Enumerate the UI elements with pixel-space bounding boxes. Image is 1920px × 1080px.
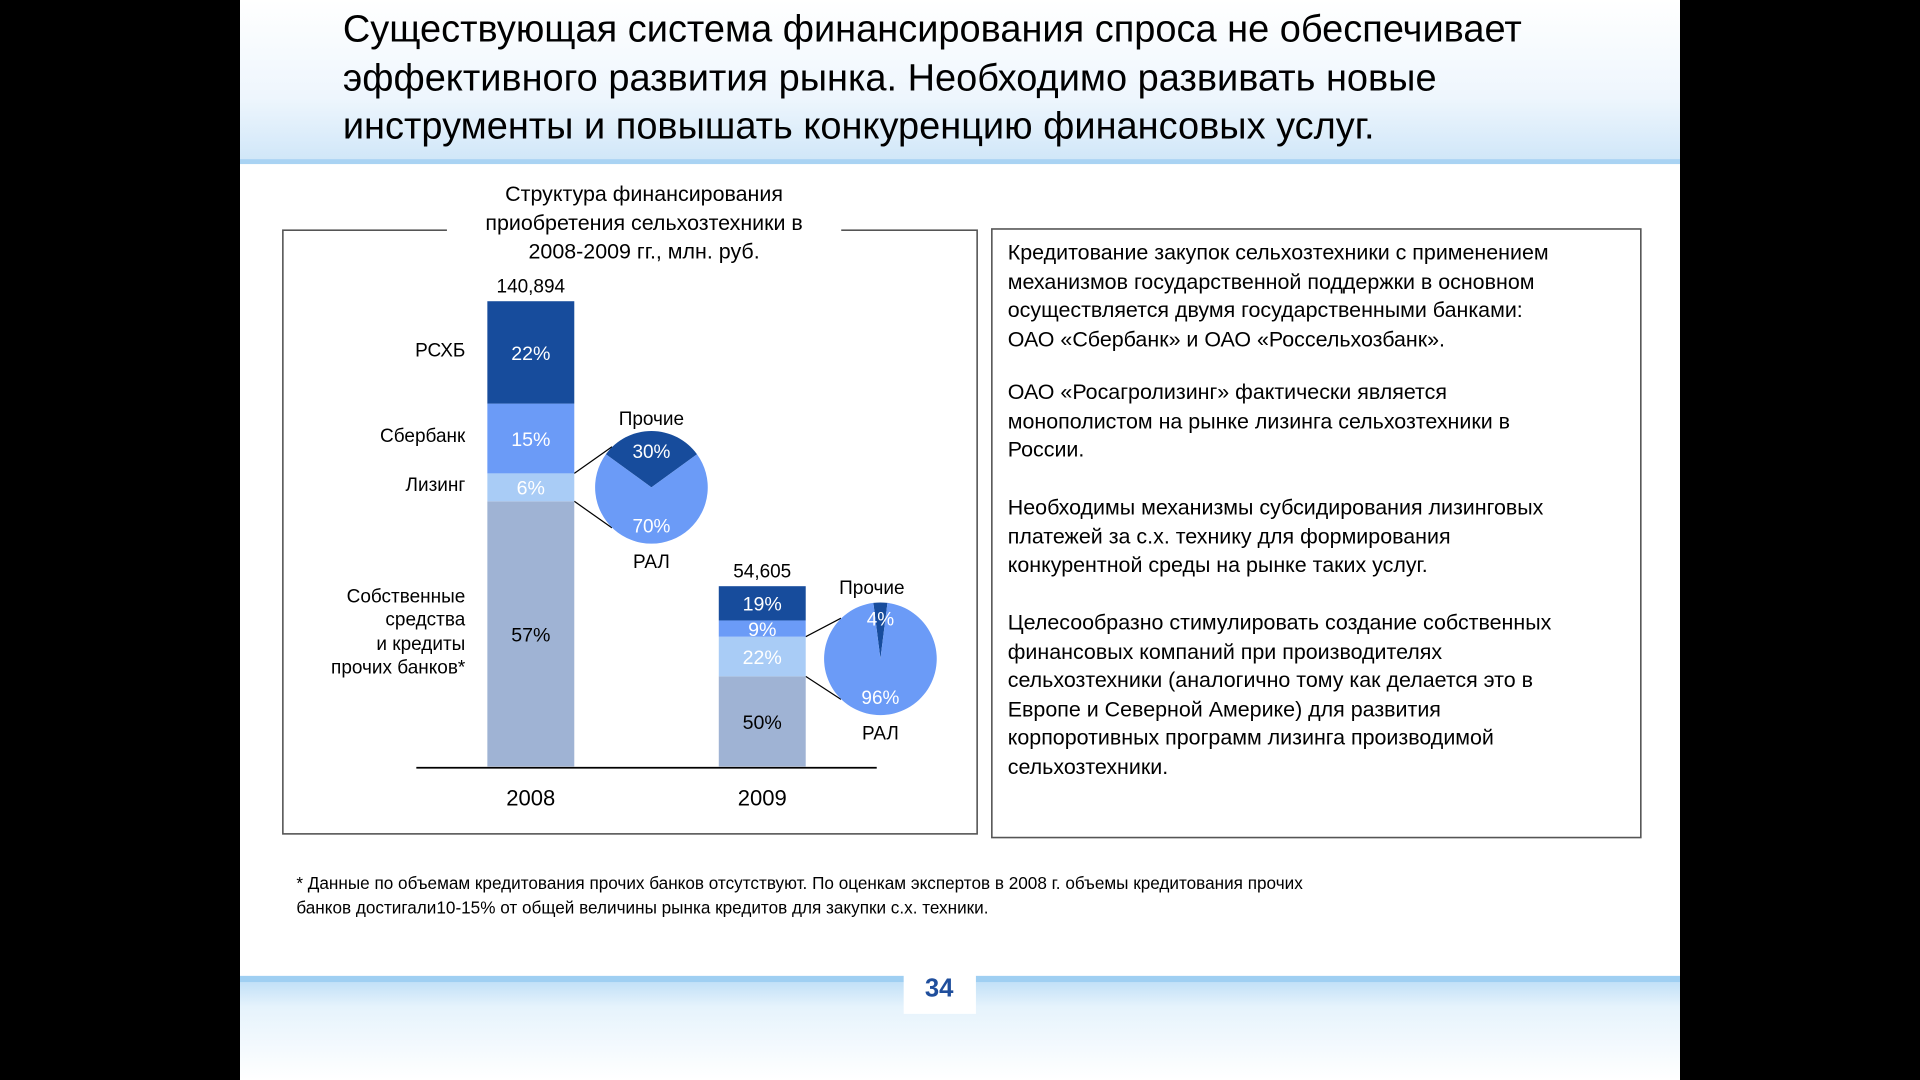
- paragraph-box: Кредитование закупок сельхозтехники с пр…: [1007, 240, 1549, 352]
- chart-title-box: Структура финансирования приобретения се…: [485, 181, 803, 264]
- connector: [573, 500, 613, 529]
- title-rule: [240, 159, 1680, 165]
- paragraph-box: Целесообразно стимулировать создание соб…: [1007, 609, 1552, 779]
- total-label: 54,605: [733, 562, 791, 583]
- bar-segment: [718, 636, 806, 677]
- paragraph: Кредитование закупок сельхозтехники с пр…: [1007, 240, 1549, 352]
- legend-label-box: Собственные средства и кредиты прочих ба…: [331, 586, 466, 679]
- segment-label: 22%: [511, 343, 550, 365]
- text-box: Кредитование закупок сельхозтехники с пр…: [1007, 240, 1552, 779]
- text-box-frame: [991, 228, 1642, 839]
- pie-value-label: 30%: [632, 442, 670, 463]
- pie-slice: [824, 602, 937, 716]
- paragraph: Целесообразно стимулировать создание соб…: [1007, 609, 1552, 779]
- page-number: 34: [925, 975, 954, 1003]
- segment-label: 50%: [743, 712, 782, 734]
- pie-category: Прочие: [619, 409, 684, 430]
- slide-title-box: Существующая система финансирования спро…: [342, 7, 1522, 147]
- segment-label: 22%: [743, 647, 782, 669]
- pie-category: Прочие: [839, 578, 904, 599]
- paragraph-box: ОАО «Росагролизинг» фактически является …: [1007, 379, 1511, 462]
- bar-segment: [487, 301, 575, 404]
- bar-segment: [487, 473, 575, 502]
- legend-label: РСХБ: [415, 340, 466, 362]
- pie-category: РАЛ: [862, 724, 899, 745]
- chart-title: Структура финансирования приобретения се…: [485, 181, 803, 264]
- page-number-box: [903, 961, 976, 1014]
- total-label: 140,894: [497, 277, 566, 298]
- connector: [805, 675, 842, 700]
- segment-label: 15%: [511, 429, 550, 451]
- pie-slice: [595, 454, 708, 544]
- legend-label: Сбербанк: [380, 426, 466, 448]
- segment-label: 6%: [517, 478, 545, 500]
- bar-segment: [487, 501, 575, 767]
- connector: [805, 617, 842, 638]
- bar-segment: [718, 620, 806, 637]
- pie-value-label: 70%: [632, 517, 670, 538]
- legend-label: Собственные средства и кредиты прочих ба…: [331, 586, 466, 679]
- connector: [573, 446, 613, 474]
- segment-label: 57%: [511, 624, 550, 646]
- bar-segment: [487, 403, 575, 474]
- chart-title-bg: [446, 173, 842, 267]
- x-tick-label: 2008: [506, 786, 555, 811]
- segment-label: 19%: [743, 594, 782, 616]
- title-band: [240, 0, 1680, 163]
- pie-slice: [873, 602, 888, 659]
- legend-label-box: РСХБ: [415, 340, 466, 362]
- legend-label: Лизинг: [405, 475, 466, 497]
- footnote: * Данные по объемам кредитования прочих …: [296, 873, 1303, 918]
- footnote-box: * Данные по объемам кредитования прочих …: [296, 873, 1303, 918]
- x-tick-label: 2009: [738, 786, 787, 811]
- pie-category: РАЛ: [633, 552, 670, 573]
- paragraph: ОАО «Росагролизинг» фактически является …: [1007, 379, 1511, 462]
- paragraph: Необходимы механизмы субсидирования лизи…: [1007, 494, 1544, 577]
- leasing-connectors: [573, 446, 842, 700]
- pie-slice: [605, 431, 697, 488]
- segment-label: 9%: [748, 619, 776, 641]
- legend-label-box: Лизинг: [405, 475, 466, 497]
- legend-label-box: Сбербанк: [380, 426, 466, 448]
- paragraph-box: Необходимы механизмы субсидирования лизи…: [1007, 494, 1544, 577]
- bar-segment: [718, 676, 806, 767]
- bar-segment: [718, 586, 806, 621]
- slide-title: Существующая система финансирования спро…: [342, 7, 1522, 147]
- pie-value-label: 4%: [867, 610, 895, 631]
- pie-value-label: 96%: [861, 688, 899, 709]
